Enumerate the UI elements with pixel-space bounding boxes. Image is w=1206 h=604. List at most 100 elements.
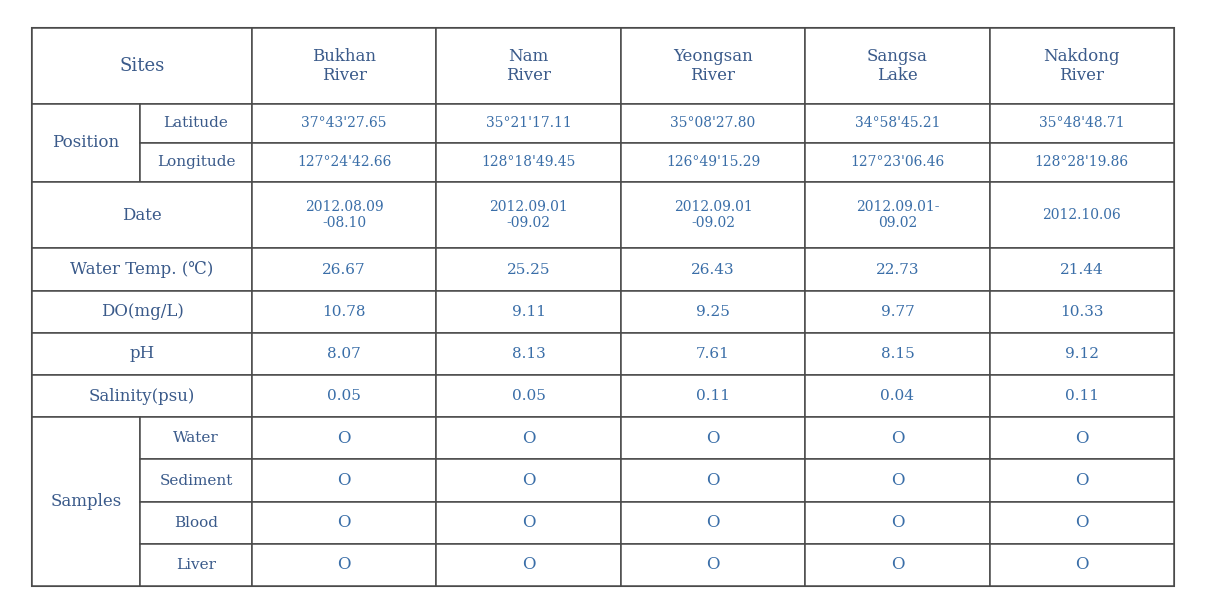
Bar bbox=[621, 333, 806, 375]
Bar bbox=[437, 104, 621, 143]
Text: 34°58'45.21: 34°58'45.21 bbox=[855, 117, 941, 130]
Text: 2012.09.01
-09.02: 2012.09.01 -09.02 bbox=[674, 200, 753, 230]
Text: Sangsa
Lake: Sangsa Lake bbox=[867, 48, 927, 85]
Text: Position: Position bbox=[52, 135, 119, 152]
Text: 126°49'15.29: 126°49'15.29 bbox=[666, 155, 760, 170]
Text: 0.04: 0.04 bbox=[880, 389, 914, 403]
Bar bbox=[33, 248, 252, 291]
Bar bbox=[621, 104, 806, 143]
Bar bbox=[437, 28, 621, 104]
Bar bbox=[806, 291, 990, 333]
Text: 22.73: 22.73 bbox=[876, 263, 919, 277]
Bar bbox=[252, 104, 437, 143]
Bar bbox=[252, 333, 437, 375]
Bar bbox=[252, 291, 437, 333]
Bar bbox=[990, 104, 1173, 143]
Text: 8.13: 8.13 bbox=[511, 347, 545, 361]
Text: Nam
River: Nam River bbox=[507, 48, 551, 85]
Bar bbox=[621, 544, 806, 586]
Text: O: O bbox=[338, 514, 351, 531]
Text: 8.07: 8.07 bbox=[327, 347, 361, 361]
Bar bbox=[990, 28, 1173, 104]
Text: O: O bbox=[338, 472, 351, 489]
Bar bbox=[252, 143, 437, 182]
Bar bbox=[990, 333, 1173, 375]
Bar bbox=[33, 28, 252, 104]
Text: O: O bbox=[891, 556, 904, 573]
Bar bbox=[437, 248, 621, 291]
Bar bbox=[990, 248, 1173, 291]
Text: 127°23'06.46: 127°23'06.46 bbox=[850, 155, 944, 170]
Text: O: O bbox=[338, 556, 351, 573]
Bar bbox=[140, 417, 252, 460]
Bar bbox=[990, 375, 1173, 417]
Text: 25.25: 25.25 bbox=[507, 263, 550, 277]
Text: Liver: Liver bbox=[176, 558, 216, 572]
Text: 7.61: 7.61 bbox=[696, 347, 730, 361]
Bar bbox=[437, 143, 621, 182]
Text: Latitude: Latitude bbox=[164, 117, 228, 130]
Bar bbox=[621, 417, 806, 460]
Bar bbox=[621, 28, 806, 104]
Text: 8.15: 8.15 bbox=[880, 347, 914, 361]
Text: O: O bbox=[707, 430, 720, 447]
Bar bbox=[990, 501, 1173, 544]
Text: 128°28'19.86: 128°28'19.86 bbox=[1035, 155, 1129, 170]
Text: 2012.10.06: 2012.10.06 bbox=[1042, 208, 1122, 222]
Text: Water: Water bbox=[174, 431, 218, 445]
Bar bbox=[33, 333, 252, 375]
Bar bbox=[990, 544, 1173, 586]
Text: 9.77: 9.77 bbox=[880, 305, 914, 319]
Bar bbox=[437, 501, 621, 544]
Bar bbox=[806, 501, 990, 544]
Text: Samples: Samples bbox=[51, 493, 122, 510]
Text: 0.11: 0.11 bbox=[696, 389, 730, 403]
Text: O: O bbox=[1075, 556, 1089, 573]
Bar bbox=[252, 460, 437, 501]
Bar bbox=[806, 143, 990, 182]
Bar bbox=[437, 460, 621, 501]
Bar bbox=[252, 544, 437, 586]
Bar bbox=[990, 143, 1173, 182]
Bar bbox=[621, 182, 806, 248]
Text: Sediment: Sediment bbox=[159, 474, 233, 487]
Text: 9.25: 9.25 bbox=[696, 305, 730, 319]
Text: 0.05: 0.05 bbox=[511, 389, 545, 403]
Bar bbox=[621, 143, 806, 182]
Bar bbox=[437, 291, 621, 333]
Bar bbox=[806, 460, 990, 501]
Text: 0.11: 0.11 bbox=[1065, 389, 1099, 403]
Bar bbox=[252, 182, 437, 248]
Bar bbox=[806, 104, 990, 143]
Bar bbox=[437, 333, 621, 375]
Bar bbox=[806, 28, 990, 104]
Text: 9.12: 9.12 bbox=[1065, 347, 1099, 361]
Bar bbox=[621, 460, 806, 501]
Bar bbox=[437, 182, 621, 248]
Bar bbox=[621, 291, 806, 333]
Text: O: O bbox=[707, 514, 720, 531]
Bar bbox=[252, 248, 437, 291]
Bar bbox=[33, 417, 140, 586]
Text: O: O bbox=[891, 514, 904, 531]
Bar bbox=[33, 291, 252, 333]
Bar bbox=[806, 417, 990, 460]
Text: O: O bbox=[522, 514, 535, 531]
Bar bbox=[621, 375, 806, 417]
Text: Yeongsan
River: Yeongsan River bbox=[673, 48, 753, 85]
Text: 35°21'17.11: 35°21'17.11 bbox=[486, 117, 572, 130]
Bar bbox=[806, 375, 990, 417]
Text: O: O bbox=[522, 472, 535, 489]
Bar bbox=[140, 143, 252, 182]
Bar bbox=[621, 501, 806, 544]
Bar bbox=[990, 460, 1173, 501]
Text: 10.78: 10.78 bbox=[322, 305, 365, 319]
Text: 35°48'48.71: 35°48'48.71 bbox=[1040, 117, 1125, 130]
Text: O: O bbox=[707, 472, 720, 489]
Text: O: O bbox=[1075, 514, 1089, 531]
Text: 2012.09.01-
09.02: 2012.09.01- 09.02 bbox=[855, 200, 939, 230]
Bar bbox=[252, 501, 437, 544]
Text: Date: Date bbox=[122, 207, 162, 223]
Text: pH: pH bbox=[129, 345, 154, 362]
Text: O: O bbox=[1075, 472, 1089, 489]
